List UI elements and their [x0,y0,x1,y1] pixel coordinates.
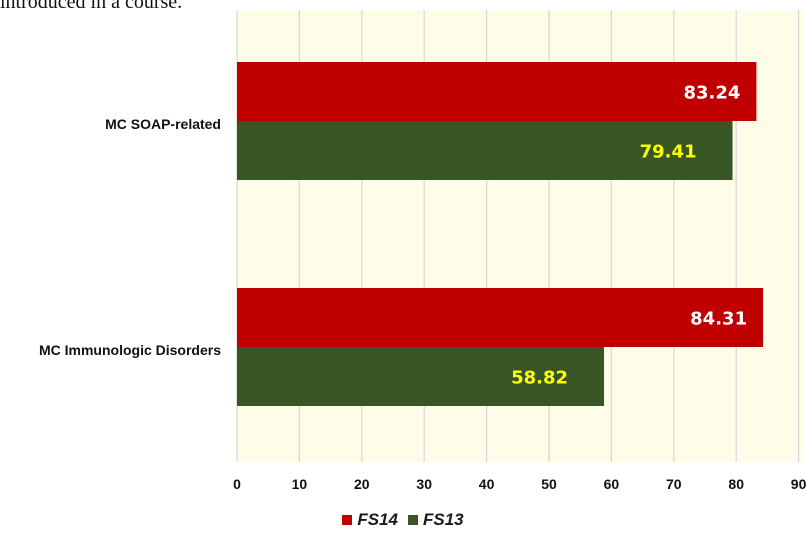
bar-value-label-fs14-0: 83.24 [683,83,740,104]
x-tick-label-0: 0 [233,476,241,492]
bar-fs14-1 [237,288,764,347]
legend-item-fs14: FS14 [342,510,398,530]
bar-fs13-0 [237,121,733,180]
x-tick-label-90: 90 [791,476,806,492]
bar-fs13-1 [237,347,605,406]
x-tick-label-40: 40 [479,476,495,492]
legend-label-fs13: FS13 [423,510,464,529]
bar-fs14-0 [237,62,757,121]
chart-legend: FS14 FS13 [0,510,806,530]
x-tick-label-20: 20 [354,476,370,492]
x-tick-label-10: 10 [292,476,308,492]
x-tick-label-80: 80 [728,476,744,492]
bar-value-label-fs13-1: 58.82 [511,368,568,389]
legend-item-fs13: FS13 [408,510,464,530]
x-tick-label-30: 30 [416,476,432,492]
category-label-0: MC SOAP-related [105,116,221,132]
legend-swatch-fs13 [408,515,418,525]
bar-value-label-fs14-1: 84.31 [690,309,747,330]
category-label-1: MC Immunologic Disorders [39,342,221,358]
caption-fragment: introduced in a course. [0,0,183,13]
x-tick-label-70: 70 [666,476,682,492]
x-tick-label-50: 50 [541,476,557,492]
legend-swatch-fs14 [342,515,353,525]
x-tick-label-60: 60 [604,476,620,492]
legend-label-fs14: FS14 [357,510,398,529]
bar-value-label-fs13-0: 79.41 [640,142,697,163]
